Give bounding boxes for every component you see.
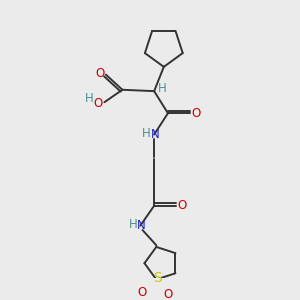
Text: H: H: [158, 82, 167, 95]
Text: N: N: [151, 128, 160, 141]
Text: O: O: [96, 67, 105, 80]
Text: O: O: [191, 107, 201, 120]
Text: O: O: [163, 289, 172, 300]
Text: H: H: [85, 92, 94, 105]
Text: N: N: [137, 219, 146, 232]
Text: O: O: [137, 286, 147, 299]
Text: H: H: [142, 127, 151, 140]
Text: O: O: [94, 97, 103, 110]
Text: O: O: [178, 199, 187, 212]
Text: S: S: [153, 272, 162, 285]
Text: H: H: [128, 218, 137, 231]
